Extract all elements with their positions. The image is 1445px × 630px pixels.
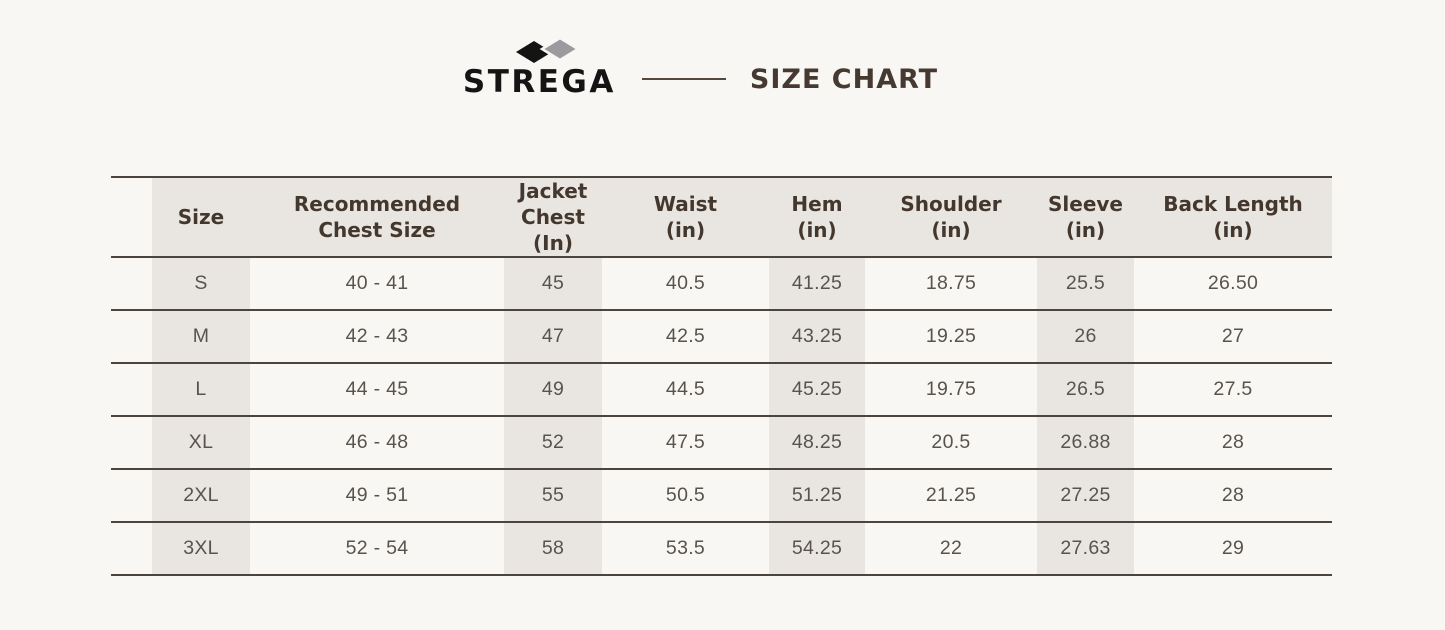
cell-shoulder: 18.75 <box>925 272 977 294</box>
cell-size: L <box>152 363 250 416</box>
cell-size: XL <box>152 416 250 469</box>
brand-name: STREGA <box>462 64 616 100</box>
cell-back-length: 27.5 <box>1213 378 1253 400</box>
header-row: Size Recommended Chest Size Jacket Chest (… <box>111 177 1332 257</box>
cell-sleeve: 25.5 <box>1037 257 1134 310</box>
cell-waist: 47.5 <box>665 431 706 453</box>
cell-hem: 45.25 <box>769 363 865 416</box>
page-title: SIZE CHART <box>749 63 939 95</box>
spacer-cell <box>111 257 152 310</box>
size-chart-table-container: Size Recommended Chest Size Jacket Chest (… <box>111 176 1332 576</box>
cell-back-length: 28 <box>1221 431 1245 453</box>
cell-shoulder: 19.25 <box>925 325 977 347</box>
cell-jacket-chest: 58 <box>504 522 602 575</box>
cell-chest: 40 - 41 <box>345 272 409 294</box>
cell-waist: 40.5 <box>665 272 706 294</box>
cell-hem: 51.25 <box>769 469 865 522</box>
title-divider-line <box>641 78 726 80</box>
cell-jacket-chest: 52 <box>504 416 602 469</box>
spacer-cell <box>111 416 152 469</box>
cell-chest: 52 - 54 <box>345 537 409 559</box>
header-bar: STREGA SIZE CHART <box>0 38 1423 98</box>
cell-chest: 44 - 45 <box>345 378 409 400</box>
cell-jacket-chest: 47 <box>504 310 602 363</box>
table-row-l: L 44 - 45 49 44.5 45.25 19.75 26.5 27.5 <box>111 363 1332 416</box>
cell-hem: 43.25 <box>769 310 865 363</box>
col-header-jacket-chest: Jacket Chest (In) <box>504 177 602 257</box>
cell-chest: 42 - 43 <box>345 325 409 347</box>
cell-sleeve: 26 <box>1037 310 1134 363</box>
cell-sleeve: 27.25 <box>1037 469 1134 522</box>
table-row-2xl: 2XL 49 - 51 55 50.5 51.25 21.25 27.25 28 <box>111 469 1332 522</box>
cell-waist: 50.5 <box>665 484 706 506</box>
cell-back-length: 28 <box>1221 484 1245 506</box>
table-row-s: S 40 - 41 45 40.5 41.25 18.75 25.5 26.50 <box>111 257 1332 310</box>
table-row-3xl: 3XL 52 - 54 58 53.5 54.25 22 27.63 29 <box>111 522 1332 575</box>
cell-sleeve: 26.5 <box>1037 363 1134 416</box>
col-header-back-length: Back Length (in) <box>1134 177 1332 257</box>
cell-shoulder: 20.5 <box>931 431 971 453</box>
cell-sleeve: 26.88 <box>1037 416 1134 469</box>
cell-hem: 54.25 <box>769 522 865 575</box>
col-header-waist: Waist (in) <box>602 177 769 257</box>
cell-jacket-chest: 55 <box>504 469 602 522</box>
brand-logo: STREGA <box>463 38 616 98</box>
cell-back-length: 29 <box>1221 537 1245 559</box>
cell-hem: 41.25 <box>769 257 865 310</box>
cell-jacket-chest: 45 <box>504 257 602 310</box>
cell-size: 3XL <box>152 522 250 575</box>
col-header-sleeve: Sleeve (in) <box>1037 177 1134 257</box>
col-header-recommended-chest: Recommended Chest Size <box>250 177 504 257</box>
cell-size: 2XL <box>152 469 250 522</box>
title-group: SIZE CHART <box>641 63 939 95</box>
spacer-cell <box>111 363 152 416</box>
table-row-m: M 42 - 43 47 42.5 43.25 19.25 26 27 <box>111 310 1332 363</box>
cell-shoulder: 19.75 <box>925 378 977 400</box>
col-header-size: Size <box>152 177 250 257</box>
cell-shoulder: 22 <box>939 537 963 559</box>
col-header-hem: Hem (in) <box>769 177 865 257</box>
cell-waist: 42.5 <box>665 325 706 347</box>
cell-size: S <box>152 257 250 310</box>
table-row-xl: XL 46 - 48 52 47.5 48.25 20.5 26.88 28 <box>111 416 1332 469</box>
size-chart-table: Size Recommended Chest Size Jacket Chest (… <box>111 176 1332 576</box>
cell-waist: 44.5 <box>665 378 706 400</box>
cell-back-length: 27 <box>1221 325 1245 347</box>
spacer-cell <box>111 177 152 257</box>
cell-chest: 46 - 48 <box>345 431 409 453</box>
cell-sleeve: 27.63 <box>1037 522 1134 575</box>
col-header-shoulder: Shoulder (in) <box>865 177 1037 257</box>
cell-chest: 49 - 51 <box>345 484 409 506</box>
cell-back-length: 26.50 <box>1207 272 1259 294</box>
cell-waist: 53.5 <box>665 537 706 559</box>
cell-shoulder: 21.25 <box>925 484 977 506</box>
spacer-cell <box>111 469 152 522</box>
spacer-cell <box>111 522 152 575</box>
double-diamond-icon <box>516 38 579 63</box>
spacer-cell <box>111 310 152 363</box>
cell-size: M <box>152 310 250 363</box>
cell-jacket-chest: 49 <box>504 363 602 416</box>
cell-hem: 48.25 <box>769 416 865 469</box>
